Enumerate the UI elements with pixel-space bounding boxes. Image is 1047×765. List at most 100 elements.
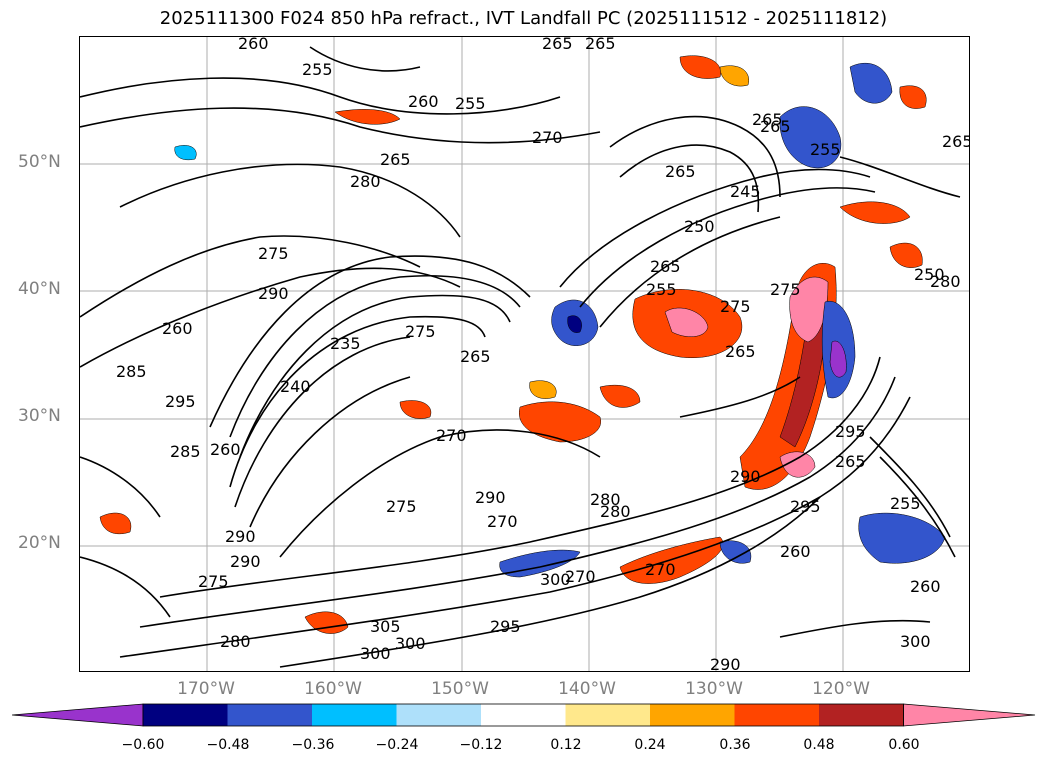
colorbar-outline xyxy=(142,703,904,727)
contour-label: 265 xyxy=(380,150,411,169)
contour-label: 290 xyxy=(230,552,261,571)
contour-label: 285 xyxy=(116,362,147,381)
contour-label: 280 xyxy=(590,490,621,509)
colorbar-tick: −0.60 xyxy=(121,737,165,753)
contour-label: 285 xyxy=(170,442,201,461)
contour-label: 280 xyxy=(930,272,961,291)
colorbar-min-arrow xyxy=(12,703,144,727)
contour-label: 260 xyxy=(408,92,439,111)
lon-label-150w: 150°W xyxy=(431,679,489,699)
contour-label: 275 xyxy=(198,572,229,591)
contour-label: 275 xyxy=(386,497,417,516)
contour-lines xyxy=(80,46,961,668)
contour-label: 265 xyxy=(665,162,696,181)
contour-label: 295 xyxy=(790,497,821,516)
colorbar-tick: −0.48 xyxy=(206,737,250,753)
contour-label: 300 xyxy=(900,632,931,651)
colorbar-segment xyxy=(565,704,651,726)
colorbar-tick: −0.24 xyxy=(375,737,419,753)
contour-label: 265 xyxy=(460,347,491,366)
colorbar-tick: 0.48 xyxy=(803,737,835,753)
contour-label: 305 xyxy=(370,617,401,636)
contour-label: 275 xyxy=(258,244,289,263)
contour-label: 270 xyxy=(532,128,563,147)
contour-label: 235 xyxy=(330,334,361,353)
map-panel[interactable]: 260 255 265 265 260 255 270 265 280 265 265 250 245 2… xyxy=(79,36,970,672)
lat-label-30n: 30°N xyxy=(18,406,61,426)
contour-label: 270 xyxy=(645,560,676,579)
contour-label: 265 xyxy=(760,117,791,136)
colorbar-segment xyxy=(227,704,313,726)
contour-label: 280 xyxy=(220,632,251,651)
contour-label: 270 xyxy=(436,426,467,445)
colorbar xyxy=(12,703,1036,727)
colorbar-tick: −0.36 xyxy=(291,737,335,753)
lon-label-170w: 170°W xyxy=(177,679,235,699)
contour-label: 265 xyxy=(752,110,783,129)
lon-label-160w: 160°W xyxy=(304,679,362,699)
contour-label: 300 xyxy=(540,570,571,589)
contour-label: 280 xyxy=(350,172,381,191)
contour-label: 275 xyxy=(770,280,801,299)
colorbar-tick: 0.12 xyxy=(550,737,582,753)
contour-label: 255 xyxy=(455,94,486,113)
contour-label: 280 xyxy=(600,502,631,521)
contour-label: 245 xyxy=(730,182,761,201)
colorbar-segment xyxy=(481,704,566,726)
lat-label-40n: 40°N xyxy=(18,279,61,299)
contour-label: 265 xyxy=(542,37,573,53)
filled-anomalies xyxy=(99,55,946,634)
contour-label: 255 xyxy=(646,280,677,299)
contour-label: 290 xyxy=(258,284,289,303)
contour-label: 255 xyxy=(890,494,921,513)
contour-label: 260 xyxy=(162,319,193,338)
contour-label: 300 xyxy=(360,644,391,663)
contour-label: 290 xyxy=(710,655,741,672)
contour-label: 260 xyxy=(210,440,241,459)
contour-label: 290 xyxy=(225,527,256,546)
contour-label: 255 xyxy=(810,140,841,159)
colorbar-segment xyxy=(819,704,904,726)
contour-label: 265 xyxy=(725,342,756,361)
contour-label: 265 xyxy=(650,257,681,276)
contour-label: 255 xyxy=(302,60,333,79)
contour-label: 270 xyxy=(565,567,596,586)
contour-label: 260 xyxy=(780,542,811,561)
colorbar-tick: −0.12 xyxy=(459,737,503,753)
colorbar-segment xyxy=(396,704,482,726)
contour-label: 250 xyxy=(914,265,945,284)
contour-label: 275 xyxy=(405,322,436,341)
contour-label: 295 xyxy=(490,617,521,636)
contour-label: 260 xyxy=(910,577,941,596)
map-title: 2025111300 F024 850 hPa refract., IVT La… xyxy=(159,8,888,29)
colorbar-tick: 0.36 xyxy=(719,737,751,753)
contour-label: 250 xyxy=(684,217,715,236)
contour-label: 275 xyxy=(720,297,751,316)
lat-label-50n: 50°N xyxy=(18,152,61,172)
colorbar-max-arrow xyxy=(903,703,1036,727)
lon-label-120w: 120°W xyxy=(812,679,870,699)
contour-label: 265 xyxy=(585,37,616,53)
contour-label: 265 xyxy=(835,452,866,471)
lat-label-20n: 20°N xyxy=(18,533,61,553)
contour-label: 260 xyxy=(238,37,269,53)
contour-label: 265 xyxy=(942,132,970,151)
colorbar-tick: 0.24 xyxy=(634,737,666,753)
colorbar-segment xyxy=(312,704,397,726)
contour-label: 290 xyxy=(730,467,761,486)
colorbar-tick: 0.60 xyxy=(888,737,920,753)
contour-label: 295 xyxy=(835,422,866,441)
graticule xyxy=(80,37,969,671)
contour-label: 270 xyxy=(487,512,518,531)
colorbar-segment xyxy=(734,704,820,726)
contour-label: 300 xyxy=(395,634,426,653)
lon-label-130w: 130°W xyxy=(685,679,743,699)
lon-label-140w: 140°W xyxy=(558,679,616,699)
colorbar-segment xyxy=(143,704,228,726)
contour-label: 240 xyxy=(280,377,311,396)
contour-label: 290 xyxy=(475,488,506,507)
colorbar-segment xyxy=(650,704,735,726)
contour-label: 295 xyxy=(165,392,196,411)
